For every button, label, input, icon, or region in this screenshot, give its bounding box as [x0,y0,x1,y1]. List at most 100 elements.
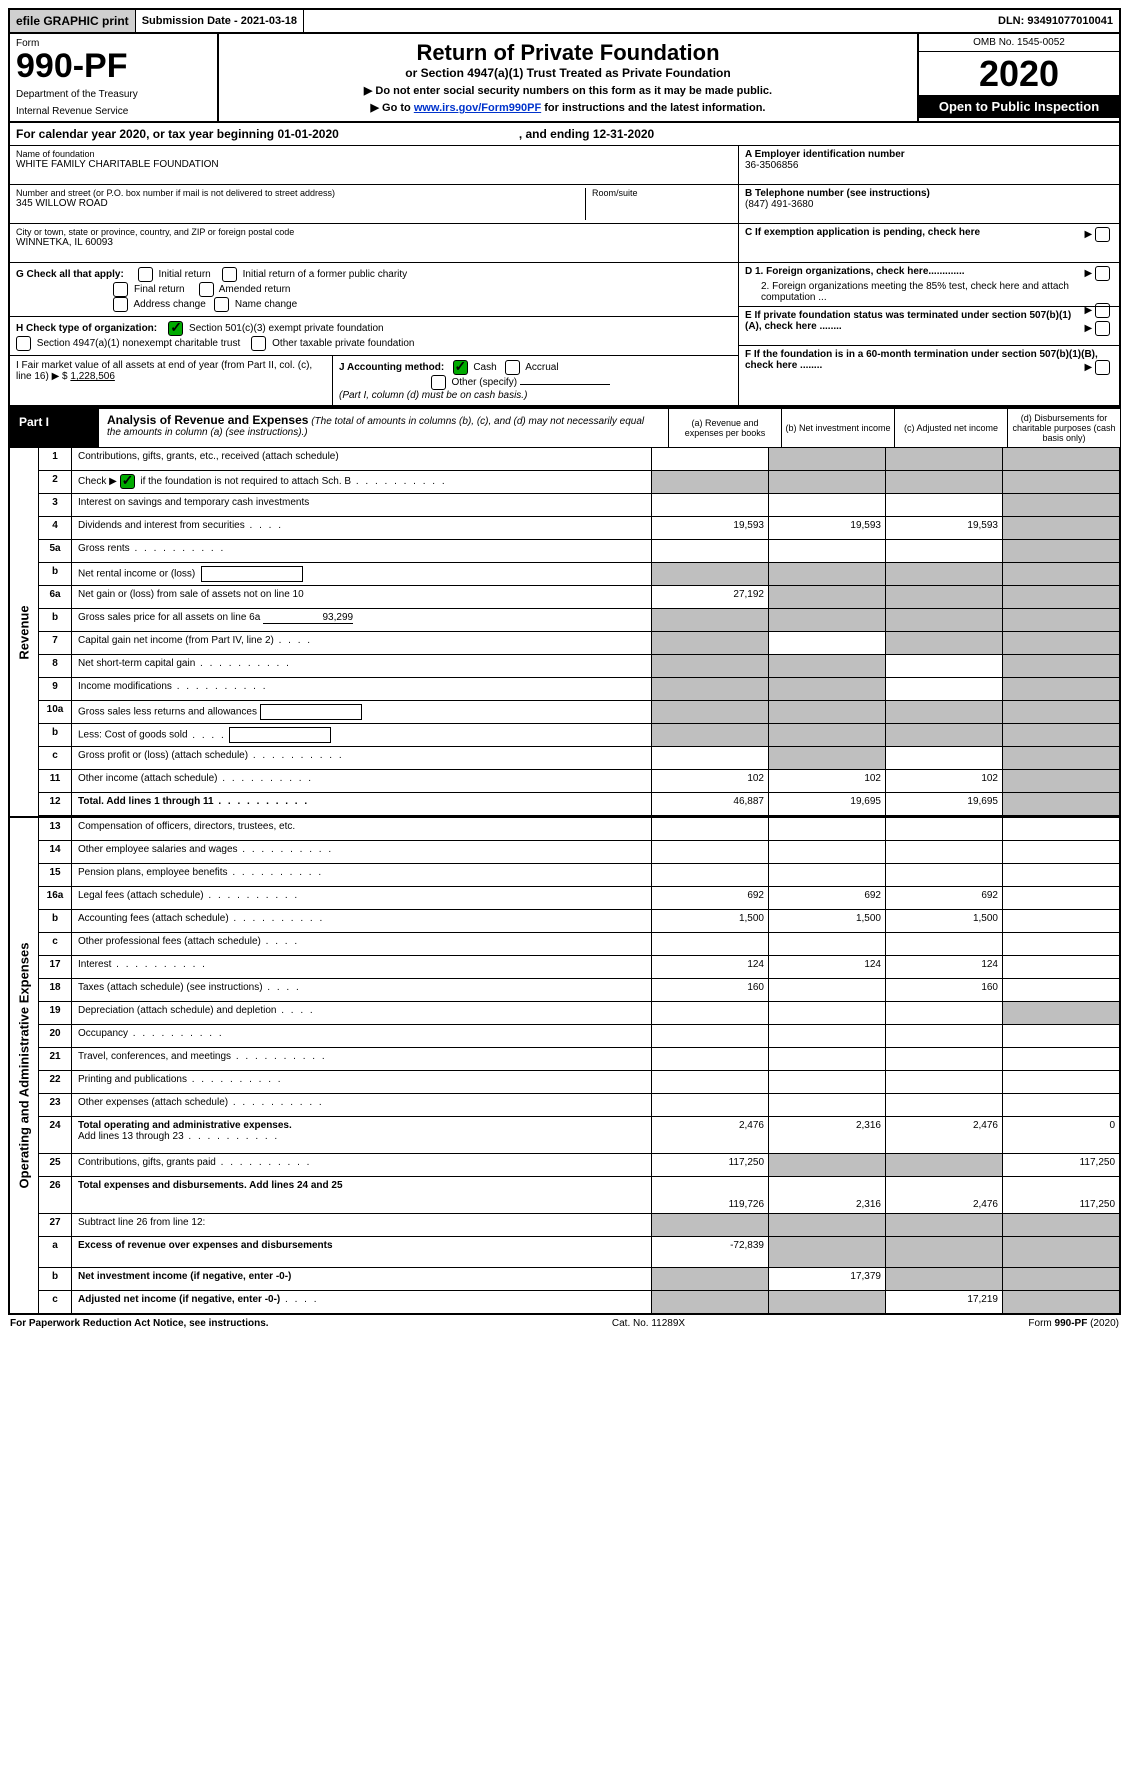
footer-center: Cat. No. 11289X [612,1318,685,1329]
cb-other-taxable[interactable] [251,336,266,351]
d2-label: 2. Foreign organizations meeting the 85%… [761,281,1113,303]
foundation-name-row: Name of foundation WHITE FAMILY CHARITAB… [10,146,738,185]
cb-final-return[interactable] [113,282,128,297]
cb-initial-former[interactable] [222,267,237,282]
opt-initial-former: Initial return of a former public charit… [243,269,408,280]
address-value: 345 WILLOW ROAD [16,198,585,209]
cb-amended[interactable] [199,282,214,297]
omb-number: OMB No. 1545-0052 [919,34,1119,52]
row-5a: 5aGross rents [39,540,1119,563]
cb-exemption-pending[interactable] [1095,227,1110,242]
cb-cash[interactable] [453,360,468,375]
header-center: Return of Private Foundation or Section … [219,34,917,121]
row-2: 2Check ▶ if the foundation is not requir… [39,471,1119,494]
irs-link[interactable]: www.irs.gov/Form990PF [414,102,541,114]
opt-other: Other (specify) [451,377,517,388]
header-right: OMB No. 1545-0052 2020 Open to Public In… [917,34,1119,121]
c-arrow-check: ▶ [1085,227,1113,242]
expenses-rows: 13Compensation of officers, directors, t… [39,818,1119,1313]
row-27a: aExcess of revenue over expenses and dis… [39,1237,1119,1268]
cb-accrual[interactable] [505,360,520,375]
phone-value: (847) 491-3680 [745,199,1113,210]
cal-year-text: For calendar year 2020, or tax year begi… [16,127,339,141]
dept-treasury: Department of the Treasury [16,89,211,100]
opt-accrual: Accrual [525,362,558,373]
open-public-badge: Open to Public Inspection [919,95,1119,118]
phone-label: B Telephone number (see instructions) [745,188,1113,199]
room-label: Room/suite [592,188,732,198]
f-label: F If the foundation is in a 60-month ter… [745,349,1098,371]
ij-row: I Fair market value of all assets at end… [10,356,738,405]
row-6a: 6aNet gain or (loss) from sale of assets… [39,586,1119,609]
ssn-warning: ▶ Do not enter social security numbers o… [225,84,911,97]
city-value: WINNETKA, IL 60093 [16,237,732,248]
row-8: 8Net short-term capital gain [39,655,1119,678]
row-10c: cGross profit or (loss) (attach schedule… [39,747,1119,770]
footer-left: For Paperwork Reduction Act Notice, see … [10,1318,269,1329]
e-label: E If private foundation status was termi… [745,310,1071,332]
f-row: F If the foundation is in a 60-month ter… [739,346,1119,384]
form-subtitle: or Section 4947(a)(1) Trust Treated as P… [225,66,911,80]
g-check-row: G Check all that apply: Initial return I… [10,263,738,317]
dln-number: DLN: 93491077010041 [992,10,1119,32]
cb-other-method[interactable] [431,375,446,390]
expenses-vlabel: Operating and Administrative Expenses [17,943,32,1189]
opt-initial: Initial return [159,269,211,280]
row-27: 27Subtract line 26 from line 12: [39,1214,1119,1237]
opt-name: Name change [235,299,297,310]
opt-cash: Cash [473,362,496,373]
cb-address-change[interactable] [113,297,128,312]
cb-sch-b[interactable] [120,474,135,489]
cb-foreign-85[interactable] [1095,303,1110,318]
col-c-header: (c) Adjusted net income [894,409,1007,447]
part1-label: Part I [9,409,99,447]
cb-terminated[interactable] [1095,321,1110,336]
expenses-vlabel-col: Operating and Administrative Expenses [10,818,39,1313]
header-left: Form 990-PF Department of the Treasury I… [10,34,219,121]
opt-501c3: Section 501(c)(3) exempt private foundat… [189,323,384,334]
inst-pre: ▶ Go to [371,102,414,114]
info-left: Name of foundation WHITE FAMILY CHARITAB… [10,146,738,405]
row-12: 12Total. Add lines 1 through 1146,88719,… [39,793,1119,816]
calendar-year-row: For calendar year 2020, or tax year begi… [8,123,1121,146]
part1-title: Analysis of Revenue and Expenses [107,413,308,427]
inst-post: for instructions and the latest informat… [541,102,765,114]
info-right: A Employer identification number 36-3506… [738,146,1119,405]
addr-label: Number and street (or P.O. box number if… [16,188,585,198]
opt-amended: Amended return [219,284,291,295]
row-20: 20Occupancy [39,1025,1119,1048]
cb-60month[interactable] [1095,360,1110,375]
opt-4947: Section 4947(a)(1) nonexempt charitable … [37,338,240,349]
cb-name-change[interactable] [214,297,229,312]
row-23: 23Other expenses (attach schedule) [39,1094,1119,1117]
row-4: 4Dividends and interest from securities1… [39,517,1119,540]
revenue-rows: 1Contributions, gifts, grants, etc., rec… [39,448,1119,816]
c-label: C If exemption application is pending, c… [745,227,980,238]
submission-date: Submission Date - 2021-03-18 [136,10,304,32]
cb-initial-return[interactable] [138,267,153,282]
cb-501c3[interactable] [168,321,183,336]
cb-foreign-org[interactable] [1095,266,1110,281]
d1-label: D 1. Foreign organizations, check here..… [745,266,965,277]
fmv-value: 1,228,506 [70,371,115,382]
row-14: 14Other employee salaries and wages [39,841,1119,864]
cal-year-ending: , and ending 12-31-2020 [519,127,654,141]
ein-label: A Employer identification number [745,149,1113,160]
top-bar: efile GRAPHIC print Submission Date - 20… [8,8,1121,34]
revenue-vlabel: Revenue [17,605,32,659]
row-7: 7Capital gain net income (from Part IV, … [39,632,1119,655]
d-row: D 1. Foreign organizations, check here..… [739,263,1119,307]
part1-desc: Analysis of Revenue and Expenses (The to… [99,409,668,447]
tax-year: 2020 [919,52,1119,95]
address-row: Number and street (or P.O. box number if… [10,185,738,224]
cogs-box [229,727,331,743]
row-10b: bLess: Cost of goods sold [39,724,1119,747]
cb-4947[interactable] [16,336,31,351]
ein-row: A Employer identification number 36-3506… [739,146,1119,185]
efile-print-label: efile GRAPHIC print [10,10,136,32]
gross-sales-6a: 93,299 [263,612,353,624]
form-title: Return of Private Foundation [225,40,911,66]
j-label: J Accounting method: [339,362,444,373]
row-25: 25Contributions, gifts, grants paid117,2… [39,1154,1119,1177]
page-footer: For Paperwork Reduction Act Notice, see … [8,1315,1121,1332]
